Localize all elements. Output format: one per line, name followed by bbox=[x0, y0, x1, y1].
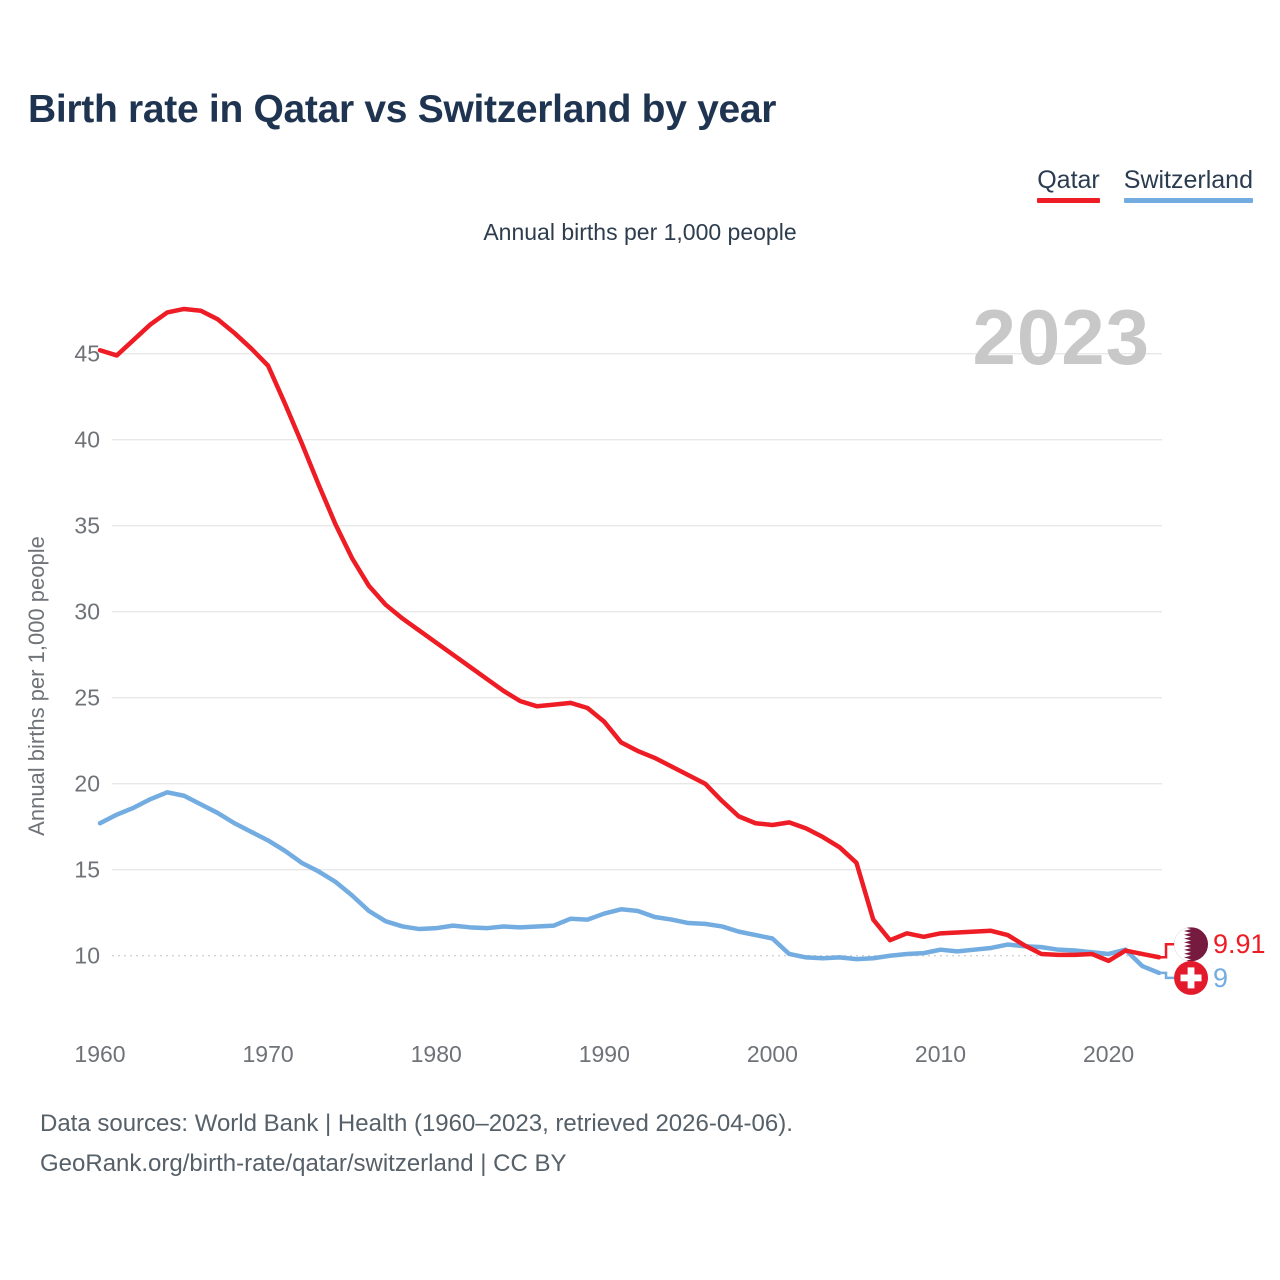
switzerland-line[interactable] bbox=[97, 790, 1162, 976]
footer-url[interactable]: GeoRank.org/birth-rate/qatar/switzerland… bbox=[40, 1150, 567, 1177]
switzerland-end-connector bbox=[1159, 971, 1175, 980]
page-title: Birth rate in Qatar vs Switzerland by ye… bbox=[28, 88, 777, 131]
legend-item-switzerland[interactable]: Switzerland bbox=[1123, 166, 1253, 203]
qatar-line[interactable] bbox=[97, 306, 1162, 964]
switzerland-flag-icon bbox=[1174, 960, 1209, 995]
legend-swatch-qatar bbox=[1037, 198, 1100, 203]
y-tick-label: 35 bbox=[74, 513, 100, 539]
x-tick-label: 2010 bbox=[915, 1041, 966, 1067]
switzerland-end-value-label: 9 bbox=[1213, 963, 1228, 993]
legend-item-qatar[interactable]: Qatar bbox=[1037, 166, 1100, 203]
legend: Qatar Switzerland bbox=[1037, 166, 1253, 203]
chart-subtitle: Annual births per 1,000 people bbox=[483, 219, 797, 245]
footer: Data sources: World Bank | Health (1960–… bbox=[40, 1104, 793, 1184]
legend-swatch-switzerland bbox=[1123, 198, 1253, 203]
qatar-flag-icon bbox=[1174, 927, 1209, 962]
qatar-end-connector bbox=[1159, 942, 1175, 959]
footer-sources: Data sources: World Bank | Health (1960–… bbox=[40, 1110, 793, 1137]
y-tick-label: 20 bbox=[74, 771, 100, 797]
legend-label-switzerland: Switzerland bbox=[1123, 166, 1253, 194]
watermark-year: 2023 bbox=[972, 293, 1150, 381]
x-tick-label: 1960 bbox=[74, 1041, 125, 1067]
y-tick-label: 40 bbox=[74, 427, 100, 453]
x-tick-label: 2020 bbox=[1083, 1041, 1134, 1067]
x-tick-label: 2000 bbox=[747, 1041, 798, 1067]
x-tick-label: 1980 bbox=[411, 1041, 462, 1067]
y-tick-label: 15 bbox=[74, 857, 100, 883]
legend-label-qatar: Qatar bbox=[1037, 166, 1100, 194]
x-tick-label: 1990 bbox=[579, 1041, 630, 1067]
y-tick-label: 30 bbox=[74, 599, 100, 625]
y-axis-title: Annual births per 1,000 people bbox=[24, 536, 49, 836]
y-tick-label: 25 bbox=[74, 685, 100, 711]
qatar-end-value-label: 9.91 bbox=[1213, 929, 1266, 959]
y-tick-label: 45 bbox=[74, 341, 100, 367]
y-tick-label: 10 bbox=[74, 943, 100, 969]
x-tick-label: 1970 bbox=[243, 1041, 294, 1067]
